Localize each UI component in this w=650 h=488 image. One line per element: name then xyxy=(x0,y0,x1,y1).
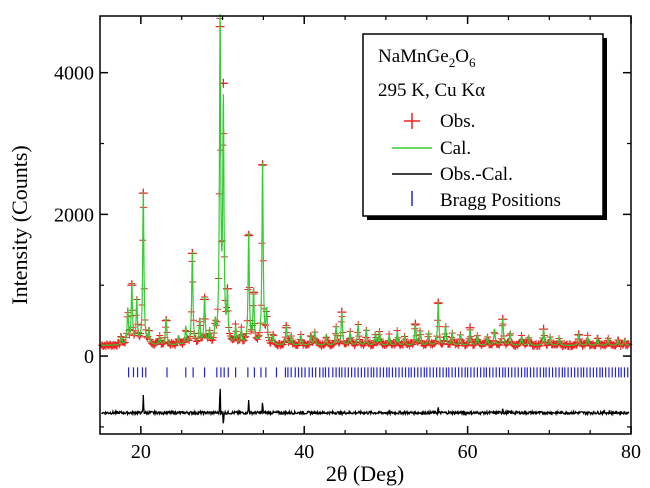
series-bragg-positions xyxy=(127,367,629,378)
obs-point xyxy=(488,341,496,349)
legend: NaMnGe2O6 295 K, Cu Kα Obs. Cal. Obs.-Ca… xyxy=(362,33,607,220)
axes: 20 40 60 80 0 2000 4000 xyxy=(54,16,641,463)
legend-shadow-right xyxy=(603,38,607,220)
x-tick-label: 80 xyxy=(621,441,641,463)
legend-label-obs: Obs. xyxy=(440,111,475,132)
legend-label-cal: Cal. xyxy=(440,138,471,159)
legend-shadow-bottom xyxy=(367,216,607,220)
legend-box xyxy=(362,33,604,217)
obs-point xyxy=(154,338,162,346)
legend-entry-obs: Obs. xyxy=(404,111,475,132)
obs-point xyxy=(471,339,479,347)
y-axis-label: Intensity (Counts) xyxy=(7,145,32,305)
obs-point xyxy=(254,335,262,343)
series-difference-line xyxy=(101,388,630,424)
series-calculated-line xyxy=(101,13,630,346)
x-tick-label: 40 xyxy=(294,441,314,463)
x-tick-label: 20 xyxy=(131,441,151,463)
obs-point xyxy=(536,342,544,350)
obs-point xyxy=(368,342,376,350)
legend-plus-marker xyxy=(404,113,420,129)
obs-point xyxy=(179,338,187,346)
legend-formula: NaMnGe2O6 xyxy=(378,46,476,70)
plot-frame xyxy=(99,15,632,435)
x-tick-label: 60 xyxy=(458,441,478,463)
legend-conditions: 295 K, Cu Kα xyxy=(378,80,485,101)
y-tick-label: 2000 xyxy=(54,204,94,226)
x-axis-label: 2θ (Deg) xyxy=(326,461,404,486)
legend-entry-diff: Obs.-Cal. xyxy=(392,164,513,185)
obs-point xyxy=(120,339,128,347)
legend-entry-bragg: Bragg Positions xyxy=(411,190,561,211)
y-tick-label: 4000 xyxy=(54,63,94,85)
obs-point xyxy=(369,341,377,349)
plot-area xyxy=(98,13,633,424)
legend-label-diff: Obs.-Cal. xyxy=(440,164,513,185)
legend-entry-cal: Cal. xyxy=(392,138,471,159)
y-tick-label: 0 xyxy=(84,346,94,368)
legend-label-bragg: Bragg Positions xyxy=(440,190,561,211)
